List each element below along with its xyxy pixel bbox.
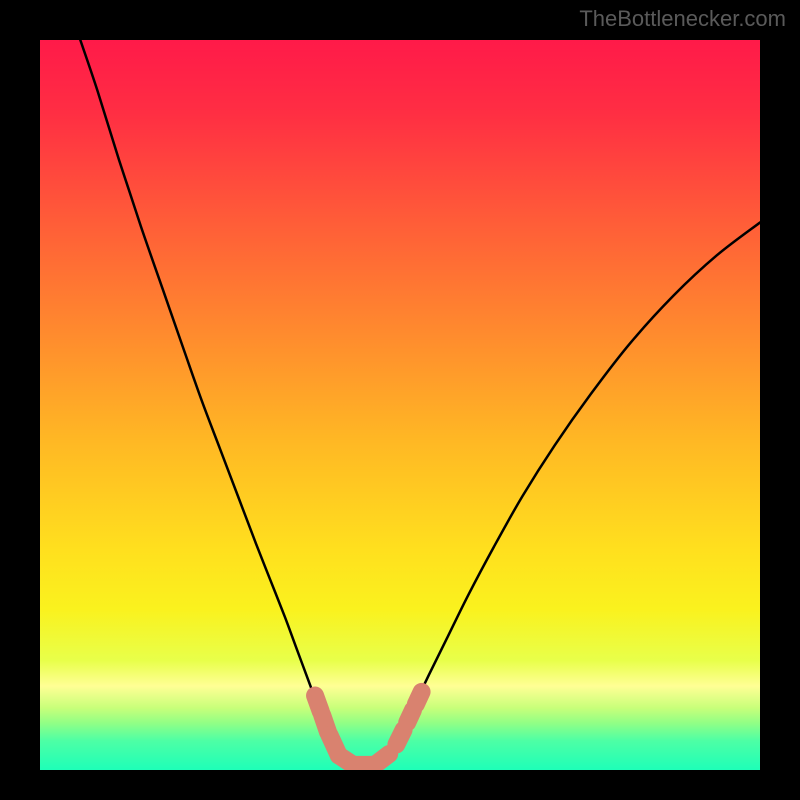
plot-area [40,40,760,770]
watermark-text: TheBottlenecker.com [579,6,786,32]
bottleneck-curve [40,40,760,770]
